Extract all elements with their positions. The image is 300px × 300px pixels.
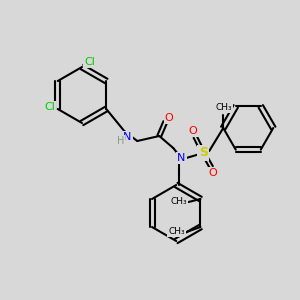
Text: Cl: Cl bbox=[44, 102, 55, 112]
Text: N: N bbox=[123, 132, 131, 142]
Text: CH₃: CH₃ bbox=[168, 227, 185, 236]
Text: O: O bbox=[209, 168, 218, 178]
Text: S: S bbox=[199, 146, 208, 160]
Text: O: O bbox=[189, 126, 198, 136]
Text: CH₃: CH₃ bbox=[216, 103, 232, 112]
Text: CH₃: CH₃ bbox=[170, 197, 187, 206]
Text: N: N bbox=[177, 153, 185, 163]
Text: Cl: Cl bbox=[85, 57, 95, 67]
Text: H: H bbox=[117, 136, 124, 146]
Text: O: O bbox=[165, 113, 174, 123]
